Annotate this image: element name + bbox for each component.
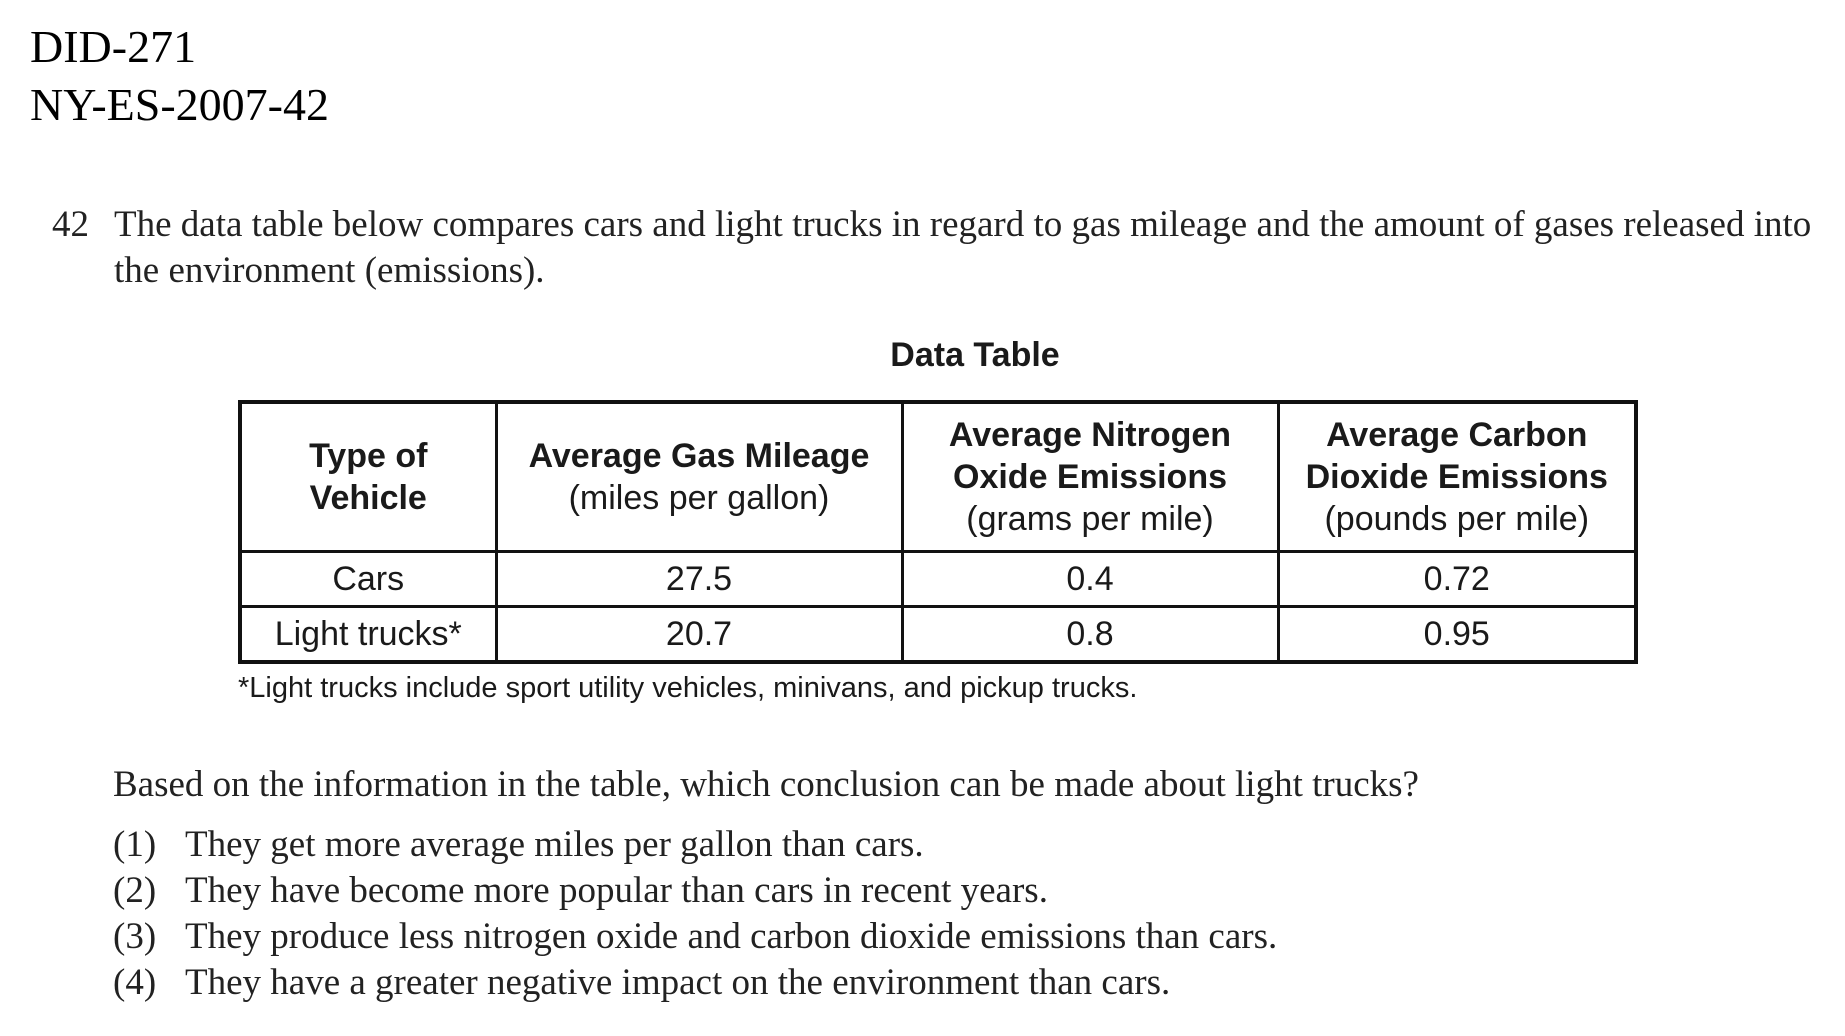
table-cell: 0.72 bbox=[1276, 550, 1638, 608]
table-footnote: *Light trucks include sport utility vehi… bbox=[238, 672, 1138, 704]
document-ids: DID-271 NY-ES-2007-42 bbox=[30, 18, 329, 134]
table-cell: 20.7 bbox=[494, 605, 904, 664]
header-label: Type of Vehicle bbox=[309, 437, 428, 517]
exam-question-id: NY-ES-2007-42 bbox=[30, 79, 329, 130]
header-nitrogen-oxide: Average Nitrogen Oxide Emissions (grams … bbox=[900, 400, 1280, 553]
document-id: DID-271 bbox=[30, 21, 197, 72]
table-cell: 0.4 bbox=[900, 550, 1280, 608]
choice-number: (1) bbox=[113, 824, 157, 865]
question-stem: 42 The data table below compares cars an… bbox=[52, 202, 1842, 294]
choice-number: (2) bbox=[113, 870, 157, 911]
header-unit: (pounds per mile) bbox=[1324, 500, 1590, 538]
answer-choices: (1) They get more average miles per gallo… bbox=[113, 822, 1277, 1006]
question-number: 42 bbox=[52, 204, 89, 245]
table-row: Cars 27.5 0.4 0.72 bbox=[238, 550, 1638, 608]
answer-choice-3[interactable]: (3) They produce less nitrogen oxide and … bbox=[113, 914, 1277, 960]
answer-choice-4[interactable]: (4) They have a greater negative impact o… bbox=[113, 960, 1277, 1006]
table-cell: 0.95 bbox=[1276, 605, 1638, 664]
header-label: Average Carbon Dioxide Emissions bbox=[1305, 416, 1608, 496]
table-cell: 27.5 bbox=[494, 550, 904, 608]
choice-number: (3) bbox=[113, 916, 157, 957]
data-table: Type of Vehicle Average Gas Mileage (mil… bbox=[238, 400, 1638, 664]
question-text: The data table below compares cars and l… bbox=[114, 204, 1812, 291]
header-label: Average Gas Mileage bbox=[528, 437, 870, 475]
header-gas-mileage: Average Gas Mileage (miles per gallon) bbox=[494, 400, 904, 553]
question-prompt: Based on the information in the table, w… bbox=[113, 764, 1419, 805]
header-unit: (miles per gallon) bbox=[568, 479, 830, 517]
table-header-row: Type of Vehicle Average Gas Mileage (mil… bbox=[238, 400, 1638, 553]
choice-text: They get more average miles per gallon t… bbox=[185, 824, 924, 865]
table-cell: Light trucks* bbox=[238, 605, 498, 664]
choice-text: They have become more popular than cars … bbox=[185, 870, 1048, 911]
answer-choice-2[interactable]: (2) They have become more popular than ca… bbox=[113, 868, 1277, 914]
table-title: Data Table bbox=[890, 336, 1060, 374]
header-carbon-dioxide: Average Carbon Dioxide Emissions (pounds… bbox=[1276, 400, 1638, 553]
header-unit: (grams per mile) bbox=[966, 500, 1214, 538]
table-cell: 0.8 bbox=[900, 605, 1280, 664]
answer-choice-1[interactable]: (1) They get more average miles per gallo… bbox=[113, 822, 1277, 868]
choice-number: (4) bbox=[113, 962, 157, 1003]
choice-text: They produce less nitrogen oxide and car… bbox=[185, 916, 1278, 957]
table-row: Light trucks* 20.7 0.8 0.95 bbox=[238, 605, 1638, 664]
header-label: Average Nitrogen Oxide Emissions bbox=[948, 416, 1232, 496]
choice-text: They have a greater negative impact on t… bbox=[185, 962, 1171, 1003]
data-table-container: Type of Vehicle Average Gas Mileage (mil… bbox=[238, 400, 1638, 664]
header-vehicle-type: Type of Vehicle bbox=[238, 400, 498, 553]
table-cell: Cars bbox=[238, 550, 498, 608]
